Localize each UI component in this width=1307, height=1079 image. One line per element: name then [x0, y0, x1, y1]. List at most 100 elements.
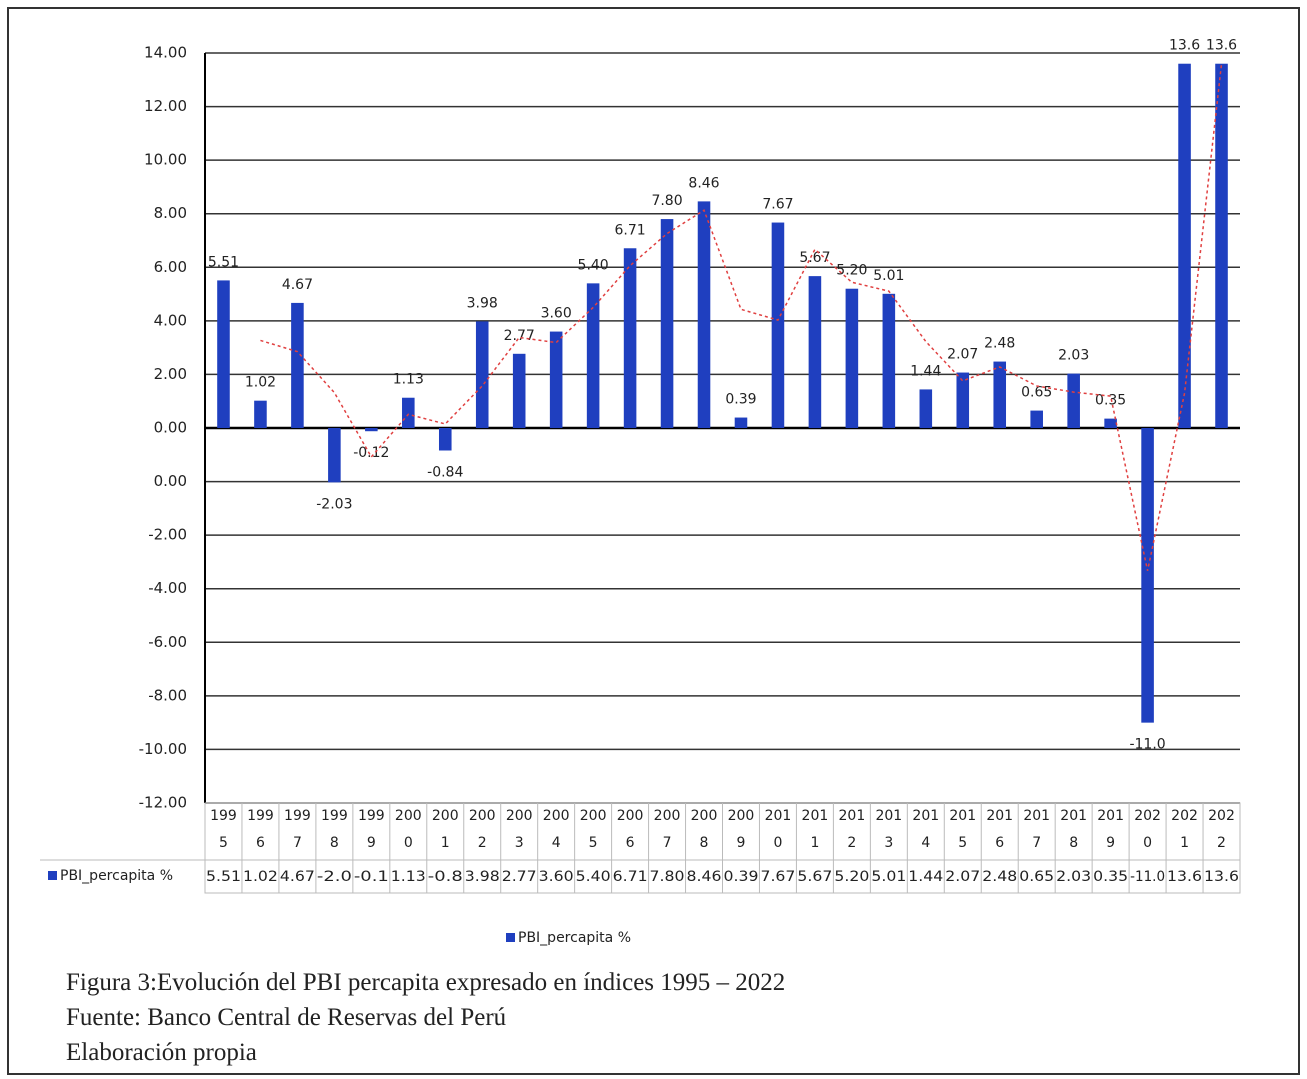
x-tick-label: 199 [358, 808, 385, 824]
table-value: -2.0 [317, 869, 352, 885]
table-value: 3.60 [539, 869, 574, 885]
data-label: 2.03 [1058, 348, 1089, 364]
x-tick-label: 6 [256, 835, 265, 851]
data-label: 8.46 [688, 175, 719, 191]
data-label: 0.39 [725, 392, 756, 408]
bar [1215, 63, 1228, 428]
bar [808, 276, 822, 428]
data-label: 5.20 [836, 263, 867, 279]
data-label: 13.6 [1169, 38, 1200, 54]
caption: Fuente: Banco Central de Reservas del Pe… [66, 1004, 507, 1031]
data-label: 5.67 [799, 250, 830, 266]
y-tick-label: -8.00 [148, 686, 187, 704]
bar [1067, 373, 1080, 428]
x-tick-label: 201 [1023, 808, 1050, 824]
table-value: 8.46 [687, 869, 722, 885]
table-value: 1.02 [243, 869, 278, 885]
x-tick-label: 5 [589, 835, 598, 851]
y-tick-label: 10.00 [144, 151, 187, 169]
table-value: -0.8 [428, 869, 463, 885]
x-tick-label: 9 [367, 835, 376, 851]
table-value: -11.0 [1130, 869, 1165, 885]
x-tick-label: 200 [728, 808, 755, 824]
table-value: 4.67 [280, 869, 315, 885]
y-tick-label: 12.00 [144, 97, 187, 115]
x-tick-label: 9 [737, 835, 746, 851]
x-tick-label: 201 [986, 808, 1013, 824]
x-tick-label: 200 [691, 808, 718, 824]
x-tick-label: 201 [1060, 808, 1087, 824]
x-tick-label: 200 [469, 808, 496, 824]
table-value: 3.98 [465, 869, 500, 885]
data-label: 3.60 [541, 306, 572, 322]
table-value: 7.80 [650, 869, 685, 885]
data-label: -0.12 [353, 445, 389, 461]
x-tick-label: 201 [1097, 808, 1124, 824]
data-label: 5.40 [578, 257, 609, 273]
legend-key [506, 933, 515, 942]
x-tick-label: 201 [949, 808, 976, 824]
bar [328, 428, 341, 483]
legend-key [48, 871, 57, 880]
bar [586, 283, 600, 428]
data-label: 4.67 [282, 277, 313, 293]
y-tick-label: 2.00 [154, 365, 187, 383]
x-tick-label: 8 [330, 835, 339, 851]
x-tick-label: 201 [875, 808, 902, 824]
x-tick-label: 200 [617, 808, 644, 824]
x-tick-label: 202 [1208, 808, 1235, 824]
x-tick-label: 202 [1171, 808, 1198, 824]
y-tick-label: -6.00 [148, 633, 187, 651]
x-tick-label: 200 [506, 808, 533, 824]
x-tick-label: 202 [1134, 808, 1161, 824]
bar [475, 321, 489, 428]
data-label: 5.01 [873, 268, 904, 284]
x-tick-label: 200 [543, 808, 570, 824]
data-label: 13.6 [1206, 38, 1237, 54]
bar [1030, 410, 1043, 428]
x-tick-label: 0 [404, 835, 413, 851]
x-tick-label: 4 [921, 835, 930, 851]
y-tick-label: 0.00 [154, 472, 187, 490]
table-value: 2.03 [1056, 869, 1091, 885]
bar [291, 302, 304, 428]
bar [549, 331, 563, 428]
data-label: 7.67 [762, 197, 793, 213]
y-tick-label: 6.00 [154, 258, 187, 276]
x-tick-label: 200 [432, 808, 459, 824]
data-label: 6.71 [615, 222, 646, 238]
table-value: -0.1 [354, 869, 389, 885]
data-label: 1.02 [245, 375, 276, 391]
x-tick-label: 1 [810, 835, 819, 851]
bar [993, 361, 1007, 428]
bar [217, 280, 230, 428]
trendline [260, 63, 1223, 571]
data-label: -2.03 [316, 496, 352, 512]
bar [1104, 418, 1117, 428]
x-tick-label: 5 [219, 835, 228, 851]
bar [1141, 428, 1154, 723]
bar [1178, 63, 1191, 428]
x-tick-label: 1 [441, 835, 450, 851]
x-tick-label: 199 [321, 808, 348, 824]
y-tick-label: -10.00 [139, 740, 187, 758]
x-tick-label: 201 [802, 808, 829, 824]
table-value: 13.6 [1167, 869, 1202, 885]
data-label: 5.51 [208, 254, 239, 270]
x-tick-label: 4 [552, 835, 561, 851]
x-tick-label: 3 [884, 835, 893, 851]
data-label: 7.80 [651, 193, 682, 209]
bar [882, 293, 896, 428]
table-value: 1.13 [391, 869, 426, 885]
x-tick-label: 2 [1217, 835, 1226, 851]
x-tick-label: 7 [663, 835, 672, 851]
x-tick-label: 2 [847, 835, 856, 851]
table-value: 7.67 [760, 869, 795, 885]
y-tick-label: 14.00 [144, 44, 187, 62]
x-tick-label: 8 [700, 835, 709, 851]
bar [402, 397, 415, 428]
y-tick-label: 4.00 [154, 311, 187, 329]
table-value: 1.44 [908, 869, 943, 885]
